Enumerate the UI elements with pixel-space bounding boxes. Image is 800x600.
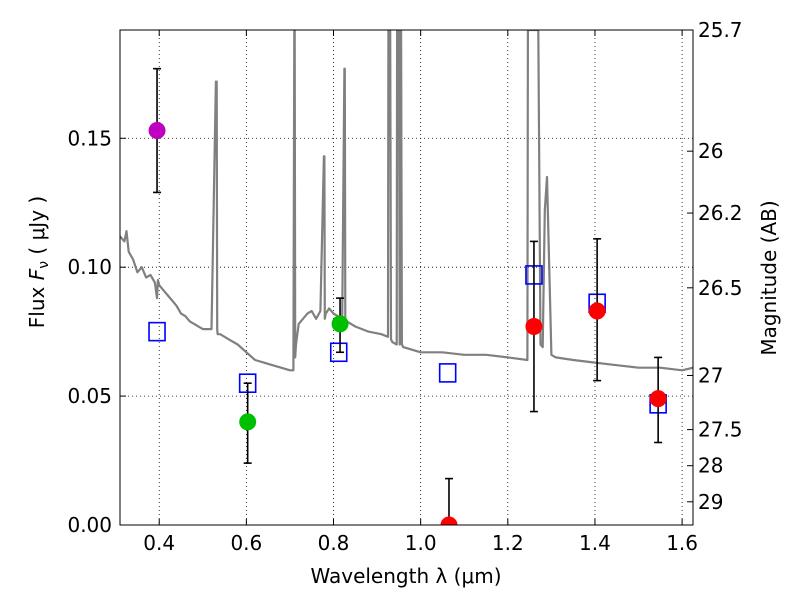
y-right-tick-label: 27.5 [698,418,743,442]
y-tick-label: 0.05 [67,384,112,408]
model-photometry-point [329,342,348,363]
y-tick-label: 0.15 [67,126,112,150]
spectrum-layer [120,30,693,372]
ticks: 0.4 0.6 0.8 1.0 1.2 1.4 1.6 0.00 0.05 0.10 0.15 25.… [67,18,742,555]
x-tick-label: 1.0 [405,531,437,555]
model-photometry-point [438,363,457,383]
y-right-tick-label: 26.2 [698,201,743,225]
y-right-tick-label: 29 [698,490,723,514]
observed-point [331,315,349,333]
points-layer [148,67,667,525]
y-right-tick-label: 25.7 [698,18,743,42]
model-spectrum-line [120,30,693,372]
observed-point [239,413,257,431]
y-right-tick-label: 26.5 [698,276,743,300]
y-axis-label: Flux Fν ( μJy ) [25,196,52,328]
y-right-tick-label: 27 [698,363,723,387]
x-axis-label: Wavelength λ (μm) [310,564,501,588]
y-axis-right-label: Magnitude (AB) [757,200,781,355]
y-right-tick-label: 26 [698,139,723,163]
observed-point [525,317,543,335]
x-tick-label: 0.6 [230,531,262,555]
grid [120,30,693,525]
x-tick-label: 1.4 [579,531,611,555]
y-tick-label: 0.00 [67,513,112,537]
plot-frame [119,29,694,526]
y-tick-label: 0.10 [67,255,112,279]
observed-point [148,122,166,140]
observed-point [440,516,458,525]
x-tick-label: 0.8 [318,531,350,555]
observed-point [649,390,667,408]
x-tick-label: 1.2 [492,531,524,555]
model-photometry-point [148,321,166,342]
x-tick-label: 1.6 [666,531,698,555]
x-tick-label: 0.4 [143,531,175,555]
y-right-tick-label: 28 [698,454,723,478]
observed-point [588,302,606,320]
